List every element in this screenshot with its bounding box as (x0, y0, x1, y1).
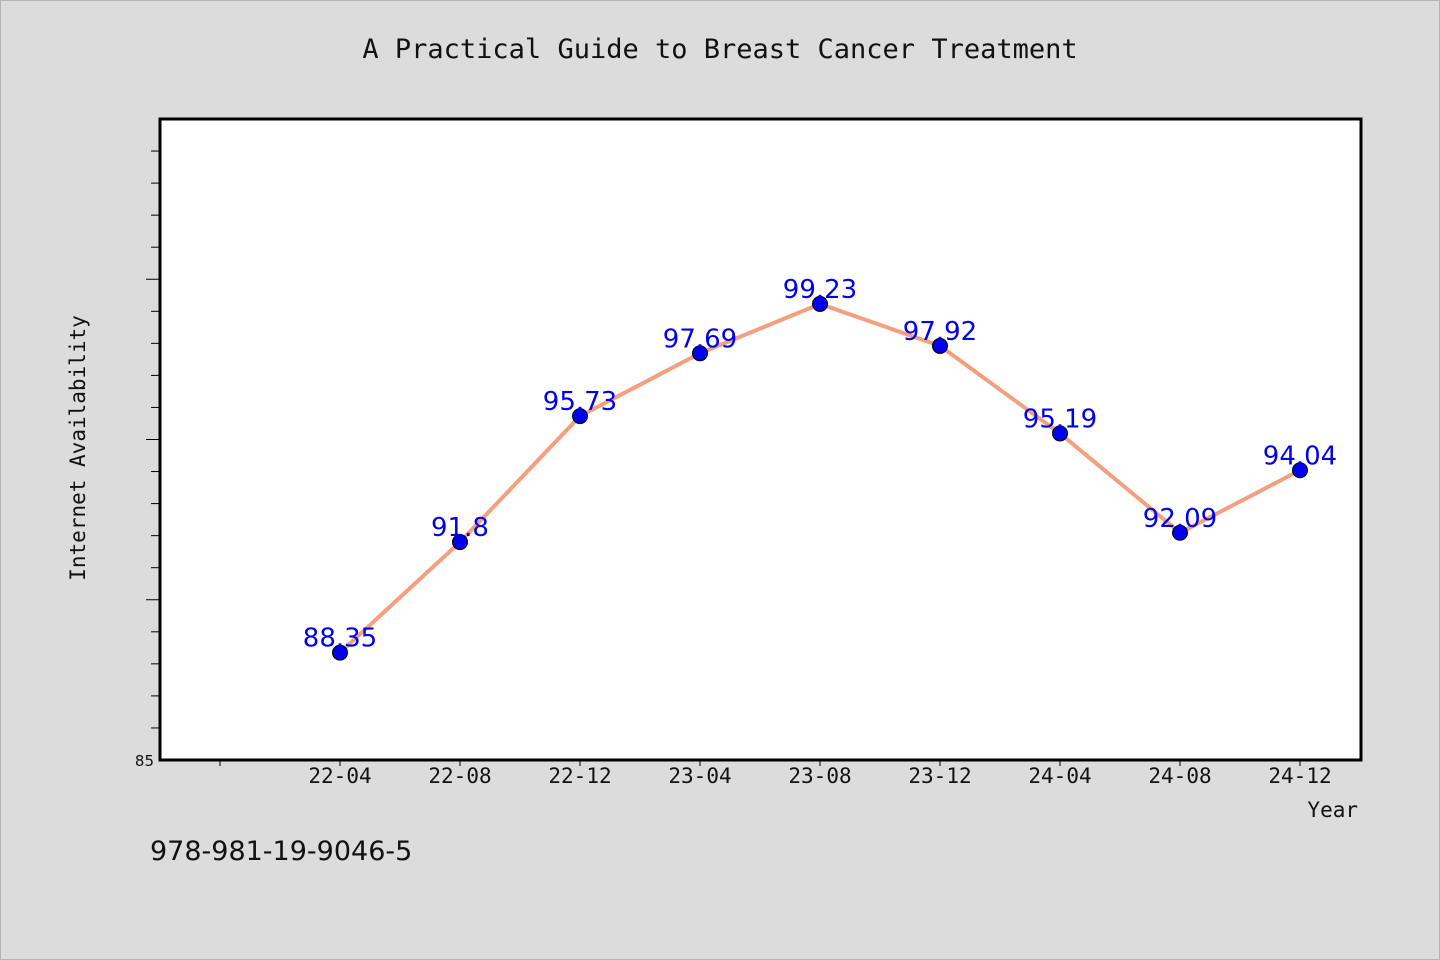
data-point (1052, 425, 1068, 442)
y-axis-ticks: 85 (135, 150, 160, 770)
x-tick-label: 23-08 (788, 764, 851, 788)
data-point (332, 644, 348, 661)
x-tick-label: 22-08 (428, 764, 491, 788)
x-axis-label: Year (1307, 798, 1358, 822)
data-label: 94.04 (1263, 441, 1337, 471)
data-label: 97.69 (663, 324, 737, 354)
chart-title: A Practical Guide to Breast Cancer Treat… (362, 34, 1078, 65)
data-point (692, 345, 708, 362)
isbn-code: 978-981-19-9046-5 (150, 836, 413, 867)
data-point (932, 337, 948, 354)
x-tick-label: 24-12 (1268, 764, 1331, 788)
y-tick-label: 85 (135, 752, 154, 770)
data-point (572, 408, 588, 425)
x-tick-label: 23-04 (668, 764, 731, 788)
data-label: 99.23 (783, 275, 857, 305)
data-point (812, 295, 828, 312)
data-label: 95.73 (543, 387, 617, 417)
data-point (452, 534, 468, 551)
data-label: 92.09 (1143, 504, 1217, 534)
data-point (1292, 462, 1308, 479)
data-label: 95.19 (1023, 404, 1097, 434)
data-point (1172, 524, 1188, 541)
x-tick-label: 24-04 (1028, 764, 1091, 788)
plot-area (158, 117, 1363, 762)
x-tick-label: 24-08 (1148, 764, 1211, 788)
x-tick-label: 22-04 (308, 764, 371, 788)
x-tick-label: 22-12 (548, 764, 611, 788)
data-label: 97.92 (903, 317, 977, 347)
data-label: 88.35 (303, 624, 377, 654)
data-label: 91.8 (431, 513, 489, 543)
x-axis-ticks: 22-04 22-08 22-12 23-04 23-08 23-12 24-04 24-08… (219, 760, 1332, 788)
x-tick-label: 23-12 (908, 764, 971, 788)
series-group: 88.35 91.8 95.73 97.69 99.23 97.92 95.19 92.09 9… (303, 275, 1337, 661)
